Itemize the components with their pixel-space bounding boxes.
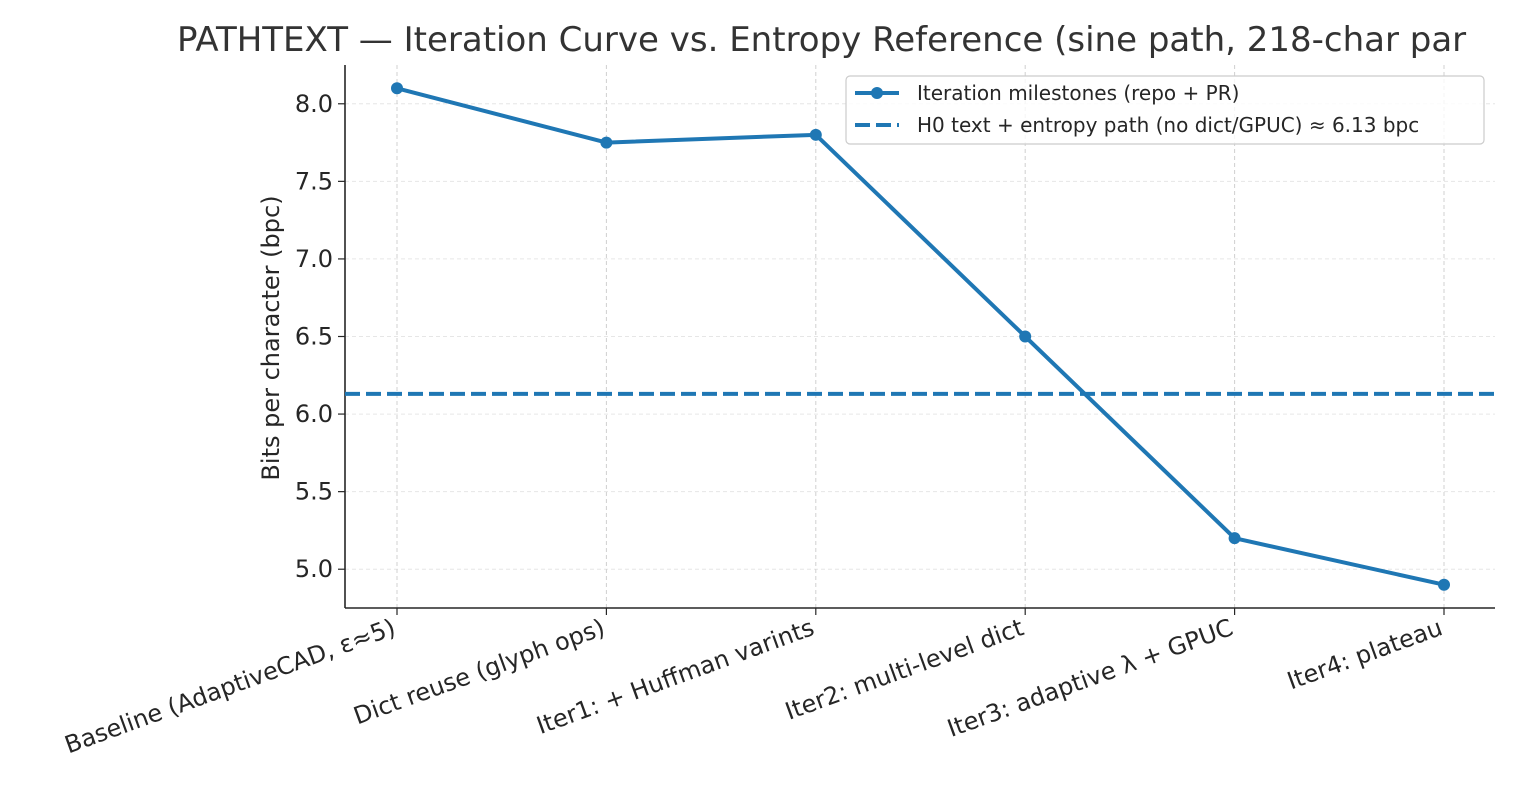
data-point	[600, 136, 613, 149]
y-tick-label: 5.0	[295, 555, 333, 583]
data-point	[809, 128, 822, 141]
legend-swatch-marker	[871, 87, 883, 99]
series-line	[395, 86, 1446, 587]
y-tick-label: 7.5	[295, 167, 333, 195]
y-axis-ticks: 5.0 5.5 6.0 6.5 7.0 7.5 8.0	[295, 90, 345, 583]
series	[391, 82, 1450, 591]
grid	[345, 65, 1495, 608]
y-tick-label: 8.0	[295, 90, 333, 118]
data-point	[1228, 532, 1241, 545]
y-tick-label: 6.5	[295, 323, 333, 351]
legend-entry-series: Iteration milestones (repo + PR)	[917, 81, 1239, 105]
y-tick-label: 7.0	[295, 245, 333, 273]
data-point	[1438, 578, 1450, 591]
y-tick-label: 5.5	[295, 478, 333, 506]
legend-entry-reference: H0 text + entropy path (no dict/GPUC) ≈ …	[917, 113, 1419, 137]
data-point	[391, 82, 403, 95]
y-axis-label: Bits per character (bpc)	[257, 195, 285, 480]
chart-title: PATHTEXT — Iteration Curve vs. Entropy R…	[177, 20, 1466, 60]
data-point	[1019, 330, 1032, 343]
legend-box	[845, 75, 1485, 145]
legend: Iteration milestones (repo + PR) H0 text…	[845, 75, 1485, 145]
y-tick-label: 6.0	[295, 400, 333, 428]
